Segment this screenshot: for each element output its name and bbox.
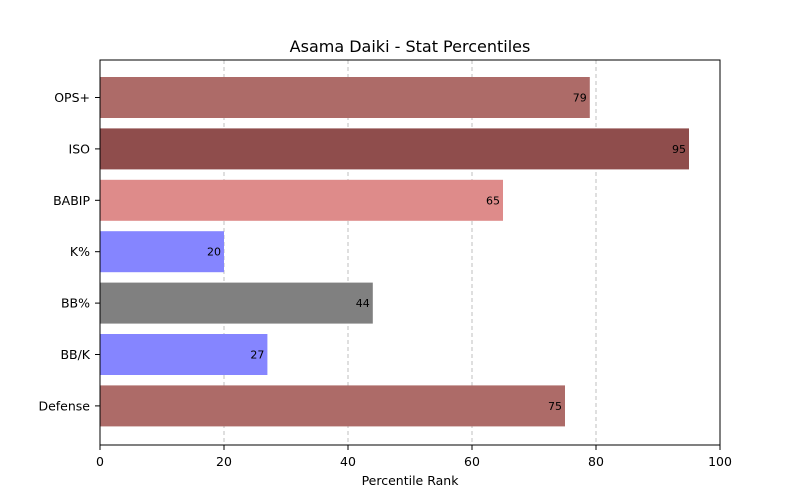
x-tick-label: 60 [464,454,480,469]
x-tick-label: 20 [216,454,232,469]
data-label: 79 [573,92,587,105]
data-label: 20 [207,246,221,259]
bar-k- [100,231,224,273]
y-tick-label: BABIP [53,193,90,208]
x-axis-label: Percentile Rank [362,473,460,488]
data-label: 95 [672,143,686,156]
x-axis: 0 20 40 60 80 100 [96,445,732,469]
x-tick-label: 40 [340,454,356,469]
x-tick-label: 80 [588,454,604,469]
y-tick-label: K% [70,244,90,259]
bar-defense [100,385,565,427]
chart-title: Asama Daiki - Stat Percentiles [290,37,531,56]
y-tick-label: Defense [38,398,90,413]
data-label: 75 [548,400,562,413]
bar-babip [100,179,503,221]
bar-ops- [100,77,590,118]
data-label: 65 [486,194,500,207]
y-tick-label: BB/K [60,347,90,362]
y-tick-label: ISO [69,141,91,156]
y-tick-label: BB% [61,296,90,311]
data-label: 44 [356,297,370,310]
x-tick-label: 100 [708,454,732,469]
y-tick-label: OPS+ [54,90,90,105]
bar-bb- [100,282,373,324]
plot-frame [99,59,721,446]
bars: 79 95 65 20 44 27 75 [100,77,689,427]
bar-iso [100,128,689,170]
x-tick-label: 0 [96,454,104,469]
data-label: 27 [250,349,264,362]
y-axis: OPS+ ISO BABIP K% BB% BB/K Defense [38,90,100,413]
bar-bb-k [100,334,268,375]
